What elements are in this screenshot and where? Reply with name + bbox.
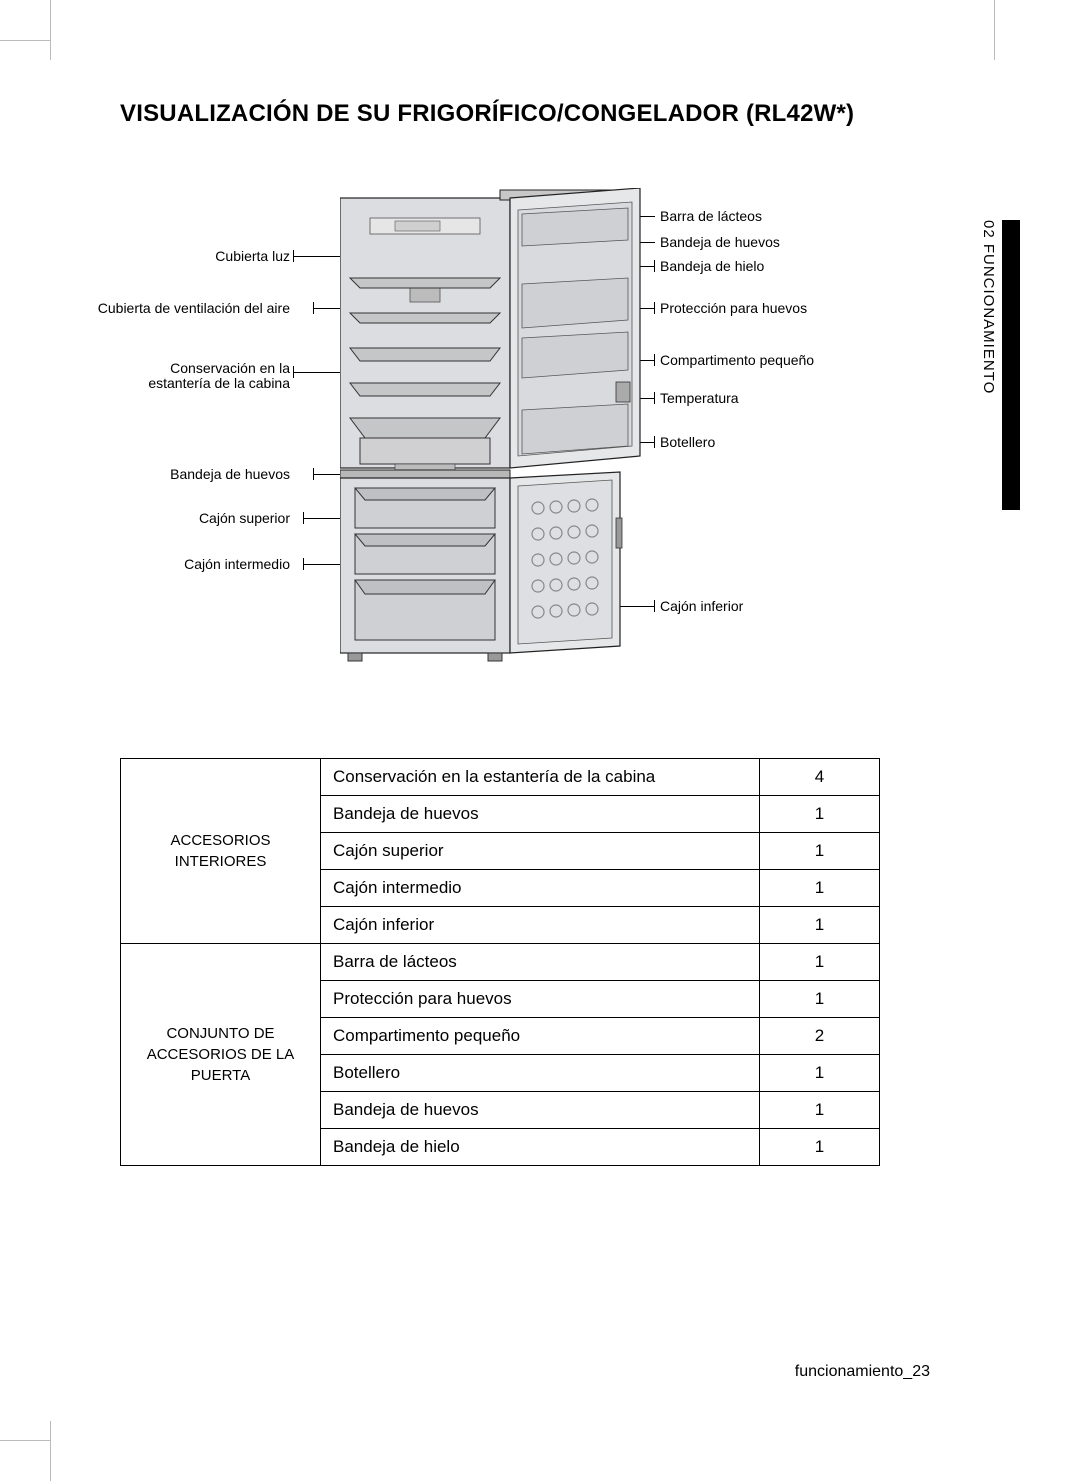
leader-line <box>313 308 340 309</box>
category-label: ACCESORIOS INTERIORES <box>170 832 270 870</box>
fridge-illustration <box>340 188 690 668</box>
crop-mark <box>50 0 51 60</box>
section-tab: 02 FUNCIONAMIENTO <box>980 220 1020 520</box>
table-row: CONJUNTO DE ACCESORIOS DE LA PUERTA Barr… <box>121 944 880 981</box>
category-label: CONJUNTO DE ACCESORIOS DE LA PUERTA <box>147 1025 295 1084</box>
leader-line <box>303 518 340 519</box>
item-cell: Compartimento pequeño <box>321 1018 760 1055</box>
page-content: VISUALIZACIÓN DE SU FRIGORÍFICO/CONGELAD… <box>120 100 970 1166</box>
qty-cell: 1 <box>760 944 880 981</box>
item-cell: Botellero <box>321 1055 760 1092</box>
qty-cell: 4 <box>760 759 880 796</box>
item-cell: Conservación en la estantería de la cabi… <box>321 759 760 796</box>
crop-mark <box>994 0 995 60</box>
crop-mark <box>0 1440 50 1441</box>
qty-cell: 1 <box>760 1129 880 1166</box>
crop-mark <box>50 1421 51 1481</box>
leader-line <box>313 474 340 475</box>
section-tab-label: 02 FUNCIONAMIENTO <box>980 220 997 420</box>
item-cell: Bandeja de huevos <box>321 1092 760 1129</box>
label-conservacion-2: estantería de la cabina <box>148 375 290 391</box>
category-cell: ACCESORIOS INTERIORES <box>121 759 321 944</box>
leader-line <box>293 256 340 257</box>
item-cell: Barra de lácteos <box>321 944 760 981</box>
leader-line <box>303 564 340 565</box>
item-cell: Bandeja de hielo <box>321 1129 760 1166</box>
item-cell: Cajón superior <box>321 833 760 870</box>
item-cell: Protección para huevos <box>321 981 760 1018</box>
fridge-diagram: Cubierta luz Cubierta de ventilación del… <box>90 188 850 688</box>
table-row: ACCESORIOS INTERIORES Conservación en la… <box>121 759 880 796</box>
qty-cell: 1 <box>760 833 880 870</box>
qty-cell: 2 <box>760 1018 880 1055</box>
label-cajon-intermedio: Cajón intermedio <box>184 556 290 572</box>
page-title: VISUALIZACIÓN DE SU FRIGORÍFICO/CONGELAD… <box>120 100 970 128</box>
page-footer: funcionamiento_23 <box>795 1363 930 1381</box>
qty-cell: 1 <box>760 796 880 833</box>
label-cubierta-luz: Cubierta luz <box>215 248 290 264</box>
item-cell: Cajón inferior <box>321 907 760 944</box>
label-bandeja-huevos-l: Bandeja de huevos <box>170 466 290 482</box>
qty-cell: 1 <box>760 1092 880 1129</box>
accessories-table: ACCESORIOS INTERIORES Conservación en la… <box>120 758 880 1166</box>
item-cell: Cajón intermedio <box>321 870 760 907</box>
section-tab-marker <box>1002 220 1020 510</box>
leader-line <box>293 372 340 373</box>
qty-cell: 1 <box>760 870 880 907</box>
qty-cell: 1 <box>760 981 880 1018</box>
crop-mark <box>0 40 50 60</box>
label-conservacion-1: Conservación en la <box>170 360 290 376</box>
label-cubierta-ventilacion: Cubierta de ventilación del aire <box>98 300 290 316</box>
category-cell: CONJUNTO DE ACCESORIOS DE LA PUERTA <box>121 944 321 1166</box>
qty-cell: 1 <box>760 907 880 944</box>
qty-cell: 1 <box>760 1055 880 1092</box>
item-cell: Bandeja de huevos <box>321 796 760 833</box>
label-cajon-superior: Cajón superior <box>199 510 290 526</box>
